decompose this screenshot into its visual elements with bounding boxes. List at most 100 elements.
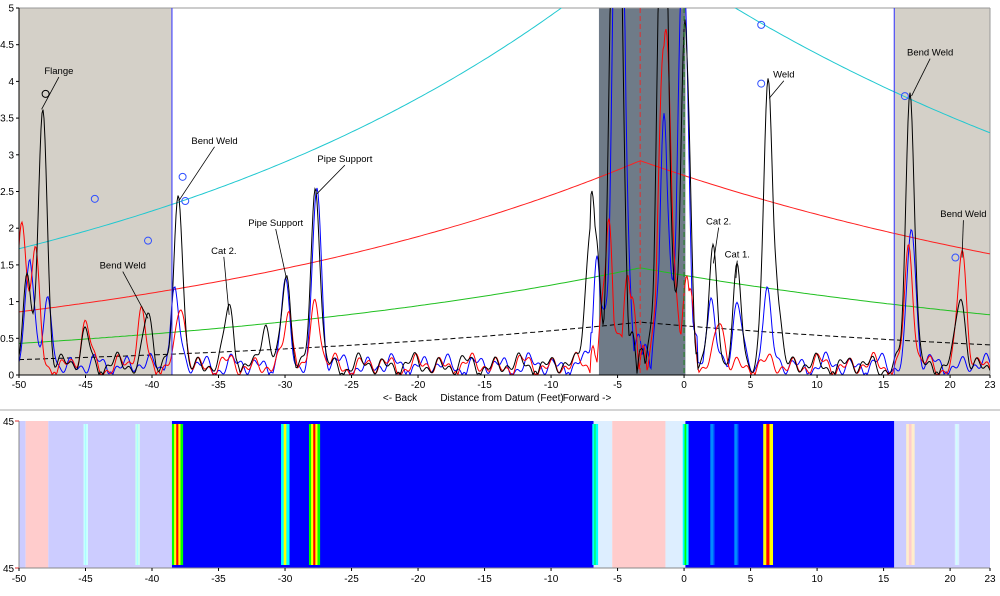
heatmap-stripe bbox=[174, 424, 177, 565]
heatmap-x-tick-label: -35 bbox=[211, 574, 226, 585]
annotation-leader bbox=[178, 146, 215, 202]
annotation-leader bbox=[41, 76, 60, 110]
heatmap-x-tick-label: -25 bbox=[344, 574, 359, 585]
heatmap-stripe bbox=[684, 424, 687, 565]
heatmap-x-tick-label: 20 bbox=[945, 574, 957, 585]
blue-marker bbox=[757, 20, 766, 29]
heatmap-x-tick-label: 10 bbox=[812, 574, 824, 585]
heatmap-band bbox=[685, 421, 895, 568]
annotation-label: Weld bbox=[773, 70, 794, 81]
heatmap-x-tick-label: -30 bbox=[278, 574, 293, 585]
x-axis-label-forward: Forward -> bbox=[563, 393, 612, 404]
x-tick-label: -5 bbox=[613, 380, 622, 391]
heatmap-stripe bbox=[178, 424, 181, 565]
dac-curve-0 bbox=[19, 8, 990, 250]
heatmap-stripe bbox=[686, 424, 689, 565]
heatmap-band bbox=[48, 421, 172, 568]
heatmap-x-tick-label: 15 bbox=[878, 574, 890, 585]
annotation-label: Bend Weld bbox=[907, 48, 953, 59]
annotation-label: Bend Weld bbox=[100, 261, 146, 272]
x-tick-label: 20 bbox=[945, 380, 957, 391]
blue-marker bbox=[757, 79, 766, 88]
amplitude-plot: Flange Bend Weld Bend Weld Pipe Support Pipe… bbox=[0, 4, 996, 392]
heatmap-x-tick-label: 0 bbox=[681, 574, 687, 585]
heatmap-x-tick-label: -40 bbox=[145, 574, 160, 585]
annotation-label: Pipe Support bbox=[317, 154, 372, 165]
x-tick-label: 23 bbox=[984, 380, 996, 391]
x-axis-label-back: <- Back bbox=[383, 393, 418, 404]
y-tick-label: 1.5 bbox=[0, 260, 14, 271]
x-tick-label: -10 bbox=[544, 380, 559, 391]
x-tick-label: -15 bbox=[477, 380, 492, 391]
heatmap-stripe bbox=[957, 424, 960, 565]
y-tick-label: 0 bbox=[8, 371, 14, 382]
black-marker bbox=[41, 89, 50, 98]
blue-marker bbox=[951, 253, 960, 262]
heatmap-band bbox=[171, 421, 594, 568]
annotation-leader bbox=[911, 58, 931, 97]
heatmap-stripe bbox=[281, 424, 285, 565]
heatmap-stripe bbox=[769, 424, 774, 565]
heatmap-stripe bbox=[283, 424, 287, 565]
heatmap-band bbox=[25, 421, 49, 568]
x-tick-label: -35 bbox=[211, 380, 226, 391]
heatmap-stripe bbox=[308, 424, 312, 565]
heatmap-stripe bbox=[313, 424, 316, 565]
heatmap-stripe bbox=[594, 424, 597, 565]
y-tick-label: 5 bbox=[8, 4, 14, 15]
y-tick-label: 0.5 bbox=[0, 334, 14, 345]
annotation-label: Flange bbox=[44, 66, 73, 77]
heatmap-stripe bbox=[735, 424, 738, 565]
x-tick-label: -45 bbox=[78, 380, 93, 391]
y-tick-label: 2.5 bbox=[0, 187, 14, 198]
heatmap-stripe bbox=[733, 424, 736, 565]
heatmap-x-tick-label: -10 bbox=[544, 574, 559, 585]
blue-marker bbox=[181, 197, 190, 206]
y-tick-label: 3 bbox=[8, 150, 14, 161]
heatmap-stripe bbox=[286, 424, 290, 565]
y-tick-label: 4.5 bbox=[0, 40, 14, 51]
x-tick-label: 10 bbox=[812, 380, 824, 391]
x-tick-label: -50 bbox=[12, 380, 27, 391]
heatmap-stripe bbox=[84, 424, 87, 565]
dac-curve-1 bbox=[19, 160, 990, 313]
heatmap-y-tick-top: 45 bbox=[3, 417, 15, 428]
heatmap-stripe bbox=[595, 424, 599, 565]
x-tick-label: -20 bbox=[411, 380, 426, 391]
heatmap-x-tick-label: -5 bbox=[613, 574, 622, 585]
heatmap-stripe bbox=[86, 424, 89, 565]
heatmap-y-tick-bottom: 45 bbox=[3, 564, 15, 575]
heatmap-band bbox=[593, 421, 613, 568]
heatmap-x-tick-label: -45 bbox=[78, 574, 93, 585]
annotation-label: Cat 2. bbox=[211, 246, 236, 257]
heatmap-stripe bbox=[138, 424, 140, 565]
heatmap-stripe bbox=[710, 424, 712, 565]
heatmap-band bbox=[665, 421, 686, 568]
shaded-region bbox=[894, 8, 990, 375]
x-tick-label: 5 bbox=[748, 380, 754, 391]
x-tick-label: -25 bbox=[344, 380, 359, 391]
y-tick-label: 1 bbox=[8, 297, 14, 308]
y-tick-label: 4 bbox=[8, 77, 14, 88]
dac-curve-3 bbox=[19, 321, 990, 361]
heatmap-stripe bbox=[908, 424, 913, 565]
x-tick-label: 15 bbox=[878, 380, 890, 391]
heatmap-stripe bbox=[592, 424, 595, 565]
dac-curves bbox=[19, 8, 990, 361]
heatmap-x-tick-label: 5 bbox=[748, 574, 754, 585]
annotation-label: Cat 1. bbox=[725, 250, 750, 261]
shaded-region bbox=[19, 8, 172, 375]
annotation-leader bbox=[735, 260, 738, 279]
heatmap-band bbox=[612, 421, 666, 568]
heatmap-x-tick-label: -50 bbox=[12, 574, 27, 585]
x-tick-label: -30 bbox=[278, 380, 293, 391]
x-axis-label: Distance from Datum (Feet) bbox=[440, 393, 563, 404]
heatmap-stripe bbox=[83, 424, 86, 565]
annotation-leader bbox=[712, 227, 720, 264]
heatmap-band bbox=[19, 421, 26, 568]
y-tick-label: 3.5 bbox=[0, 114, 14, 125]
blue-marker bbox=[178, 172, 187, 181]
heatmap-stripe bbox=[317, 424, 321, 565]
heatmap-stripe bbox=[315, 424, 318, 565]
x-tick-label: -40 bbox=[145, 380, 160, 391]
